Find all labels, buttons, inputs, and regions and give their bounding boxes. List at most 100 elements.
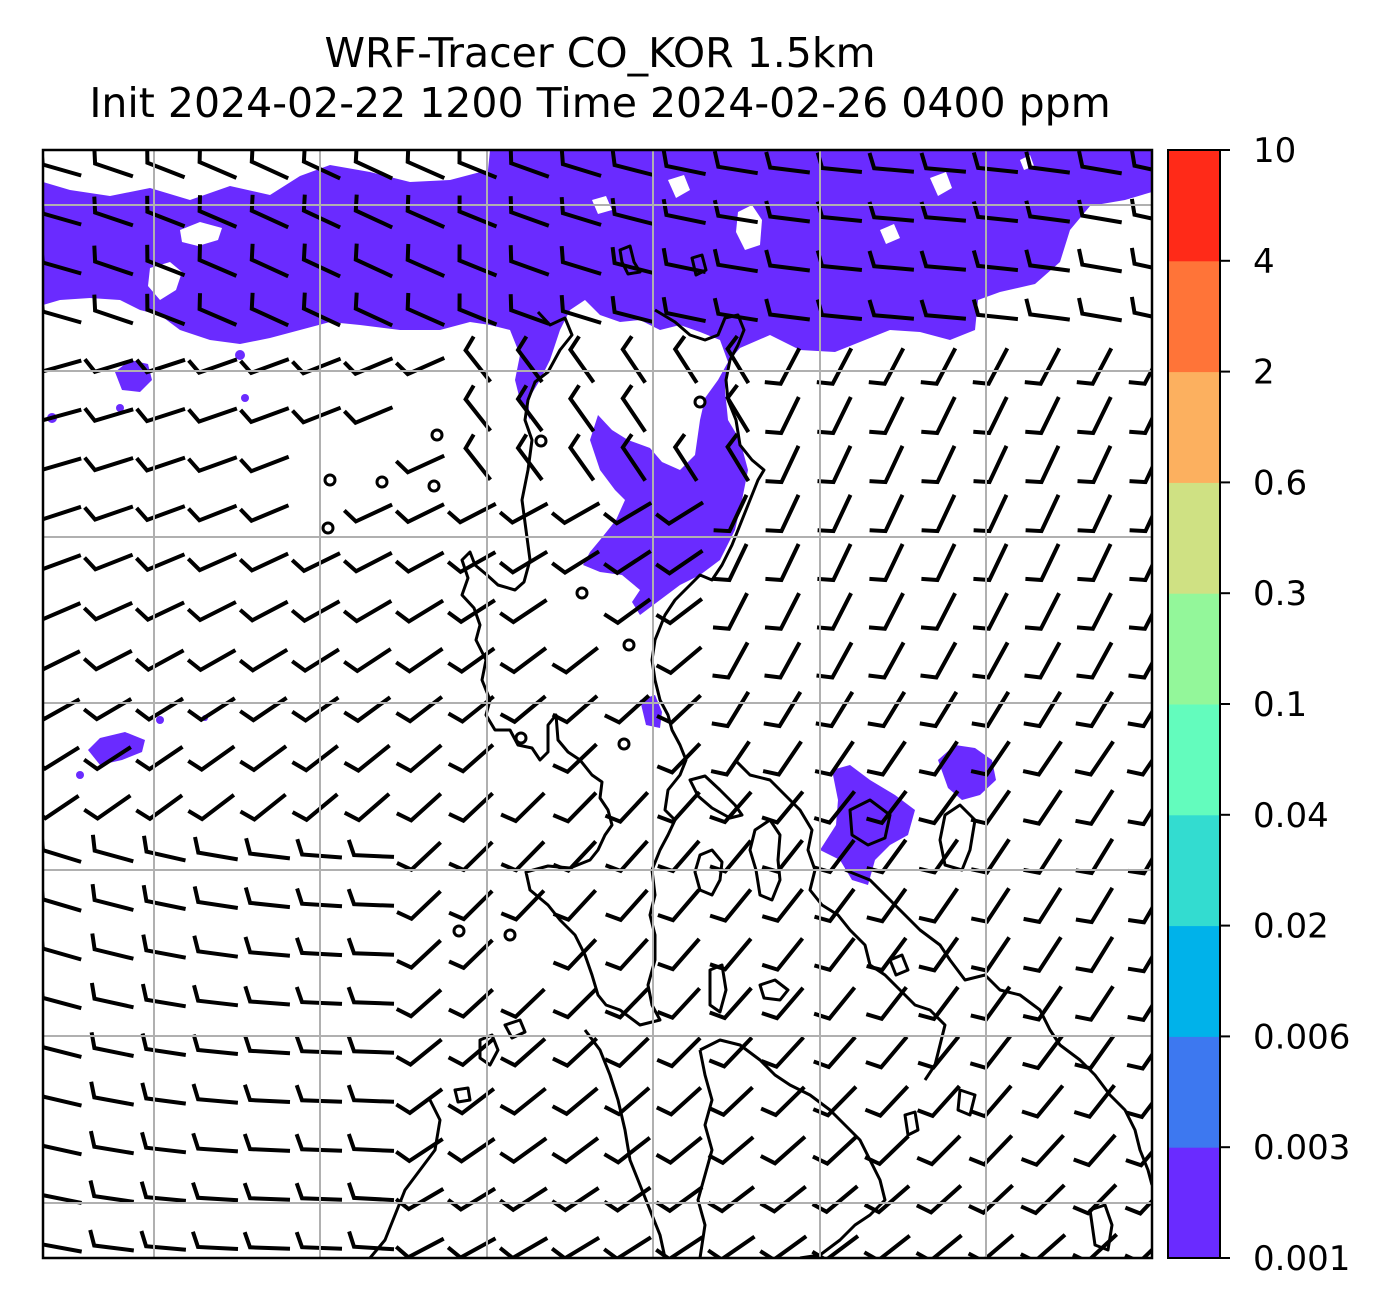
wind-barb xyxy=(395,792,443,823)
colorbar-segment xyxy=(1168,925,1220,1037)
coastline-island-11 xyxy=(903,1110,920,1137)
calm-wind-circle xyxy=(323,473,337,487)
wind-barb xyxy=(971,151,1019,175)
wind-barb xyxy=(620,384,647,433)
wind-barb xyxy=(145,293,186,327)
wind-barb xyxy=(869,543,905,583)
coastline-island-10 xyxy=(956,1088,977,1117)
wind-barb xyxy=(764,592,801,631)
colorbar-tick-label: 10 xyxy=(1253,131,1296,171)
wind-barb xyxy=(761,888,804,924)
wind-barb xyxy=(394,502,445,525)
wind-barb xyxy=(346,937,395,957)
wind-barb xyxy=(187,357,238,375)
wind-barb xyxy=(661,150,707,177)
wind-barb xyxy=(43,246,82,276)
wind-barb xyxy=(968,1134,1014,1167)
wind-barb xyxy=(918,789,960,826)
wind-barb xyxy=(500,987,546,1020)
wind-barb xyxy=(508,245,550,277)
wind-barb xyxy=(187,744,236,773)
wind-barb xyxy=(291,744,340,773)
wind-barb xyxy=(655,1135,703,1166)
wind-barb xyxy=(812,1134,859,1166)
wind-barb xyxy=(1124,1198,1152,1216)
colorbar-tick-label: 4 xyxy=(1253,242,1275,282)
wind-barb xyxy=(294,1133,343,1153)
wind-barb xyxy=(567,384,596,433)
wind-barb xyxy=(916,1084,961,1119)
wind-barb xyxy=(725,432,751,483)
wind-barb xyxy=(89,1081,135,1107)
wind-barb xyxy=(1129,463,1152,485)
wind-barb xyxy=(661,247,707,275)
wind-barb xyxy=(712,641,750,680)
wind-barb xyxy=(971,249,1019,273)
wind-barb xyxy=(764,298,811,322)
wind-barb xyxy=(603,549,652,576)
wind-barb xyxy=(1072,1183,1118,1216)
wind-barb xyxy=(552,888,598,923)
wind-barb xyxy=(1024,249,1071,273)
wind-barb xyxy=(551,1136,600,1165)
wind-barb xyxy=(239,792,287,822)
wind-barb xyxy=(135,696,185,722)
coastline-island-13 xyxy=(453,1086,472,1104)
coastline-island-4 xyxy=(938,803,977,872)
wind-barb xyxy=(1127,708,1152,729)
wind-barb xyxy=(353,292,394,328)
wind-barb xyxy=(816,592,853,631)
wind-barb xyxy=(457,293,498,327)
wind-barb xyxy=(83,793,132,821)
wind-barb xyxy=(342,502,393,524)
wind-barb xyxy=(1077,150,1123,176)
wind-barb xyxy=(610,295,654,324)
wind-barb xyxy=(709,839,753,874)
wind-barb xyxy=(551,694,599,725)
title-line-2: Init 2024-02-22 1200 Time 2024-02-26 040… xyxy=(89,79,1111,127)
coastline-peninsula-sw xyxy=(368,1099,442,1258)
wind-barb xyxy=(1025,396,1061,436)
wind-barb xyxy=(765,445,801,485)
wind-barb xyxy=(499,1037,547,1068)
wind-barb xyxy=(197,293,238,327)
wind-barb xyxy=(919,299,967,321)
wind-barb xyxy=(187,406,238,424)
wind-barb xyxy=(448,791,494,824)
wind-barb xyxy=(83,406,134,424)
wind-barb xyxy=(192,935,239,959)
wind-barb xyxy=(446,550,497,575)
wind-barb xyxy=(43,932,82,962)
wind-barb xyxy=(43,504,82,522)
wind-barb xyxy=(655,645,703,676)
wind-barb xyxy=(605,888,649,923)
wind-barb xyxy=(866,740,907,777)
wind-barb xyxy=(968,1183,1014,1216)
wind-barb xyxy=(915,1233,963,1258)
wind-barb xyxy=(920,347,958,386)
wind-barb xyxy=(672,433,699,482)
wind-barb xyxy=(604,937,649,972)
wind-barb xyxy=(83,456,134,473)
wind-barb xyxy=(867,250,915,272)
wind-barb xyxy=(604,791,650,824)
wind-barb xyxy=(1129,150,1152,172)
wind-barb xyxy=(43,295,82,325)
wind-barb xyxy=(1076,592,1113,631)
wind-barb xyxy=(709,937,753,972)
wind-barb xyxy=(243,936,291,958)
wind-barb xyxy=(656,986,702,1021)
coastline-inlet-1 xyxy=(696,1049,714,1258)
coastline-south xyxy=(844,868,1152,1186)
wind-barb xyxy=(135,455,186,473)
wind-barb xyxy=(1125,1149,1152,1168)
wind-barb xyxy=(140,1082,187,1106)
wind-barb xyxy=(812,1085,858,1118)
wind-barb xyxy=(1022,1034,1064,1071)
wind-barb xyxy=(817,396,853,436)
wind-barb xyxy=(447,646,496,675)
wind-barb xyxy=(239,744,288,773)
wind-barb xyxy=(1073,1133,1117,1168)
wind-barb xyxy=(657,888,701,923)
wind-barb xyxy=(816,347,854,386)
